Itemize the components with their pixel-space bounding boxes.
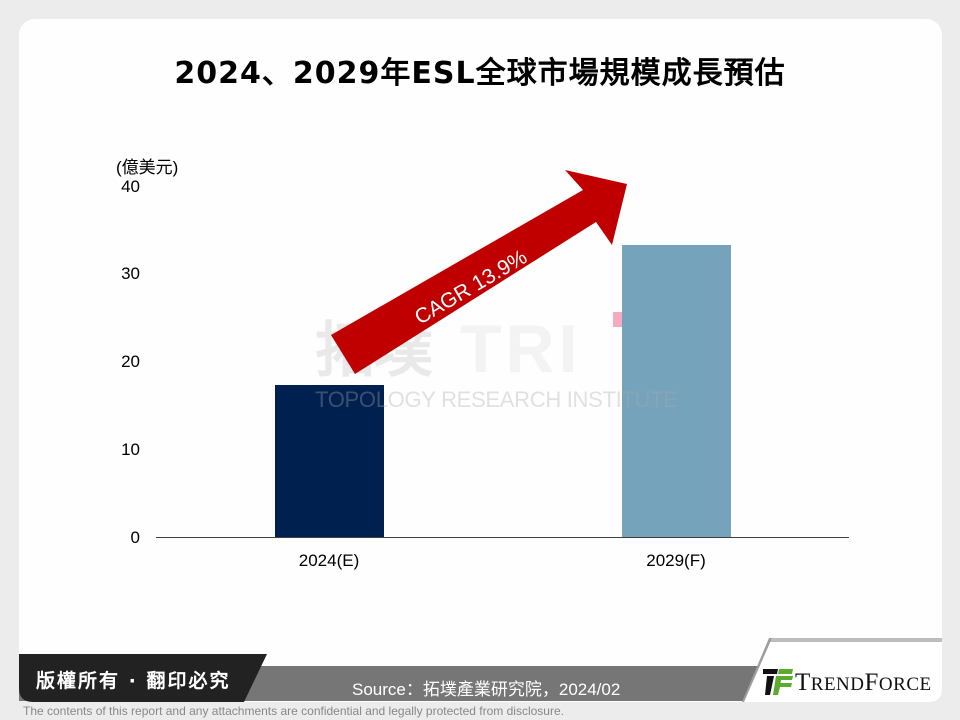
x-label-2029: 2029(F): [646, 551, 706, 570]
y-tick-40: 40: [121, 177, 140, 196]
y-axis-unit-label: (億美元): [116, 158, 179, 177]
y-tick-30: 30: [121, 264, 140, 283]
source-text: Source：拓墣產業研究院，2024/02: [352, 680, 621, 699]
x-axis-line: [156, 537, 849, 538]
slide-card: [19, 19, 942, 702]
y-tick-20: 20: [121, 352, 140, 371]
bar-2024: [275, 385, 384, 537]
logo-panel: [742, 638, 942, 702]
y-tick-0: 0: [130, 528, 140, 547]
x-label-2024: 2024(E): [298, 551, 360, 570]
copyright-notice: 版權所有 · 翻印必究: [36, 670, 231, 692]
trendforce-logo-icon: [763, 669, 793, 695]
trendforce-logo-text: TRENDFORCE: [795, 669, 932, 696]
footer-copyright-banner: [19, 654, 267, 702]
confidentiality-disclaimer: The contents of this report and any atta…: [23, 704, 564, 718]
bar-2029: [622, 245, 731, 537]
y-tick-10: 10: [121, 440, 140, 459]
chart-title: 2024、2029年ESL全球市場規模成長預估: [174, 56, 786, 91]
watermark-english: TOPOLOGY RESEARCH INSTITUTE: [315, 387, 678, 412]
watermark-tri: TRI: [460, 311, 582, 387]
